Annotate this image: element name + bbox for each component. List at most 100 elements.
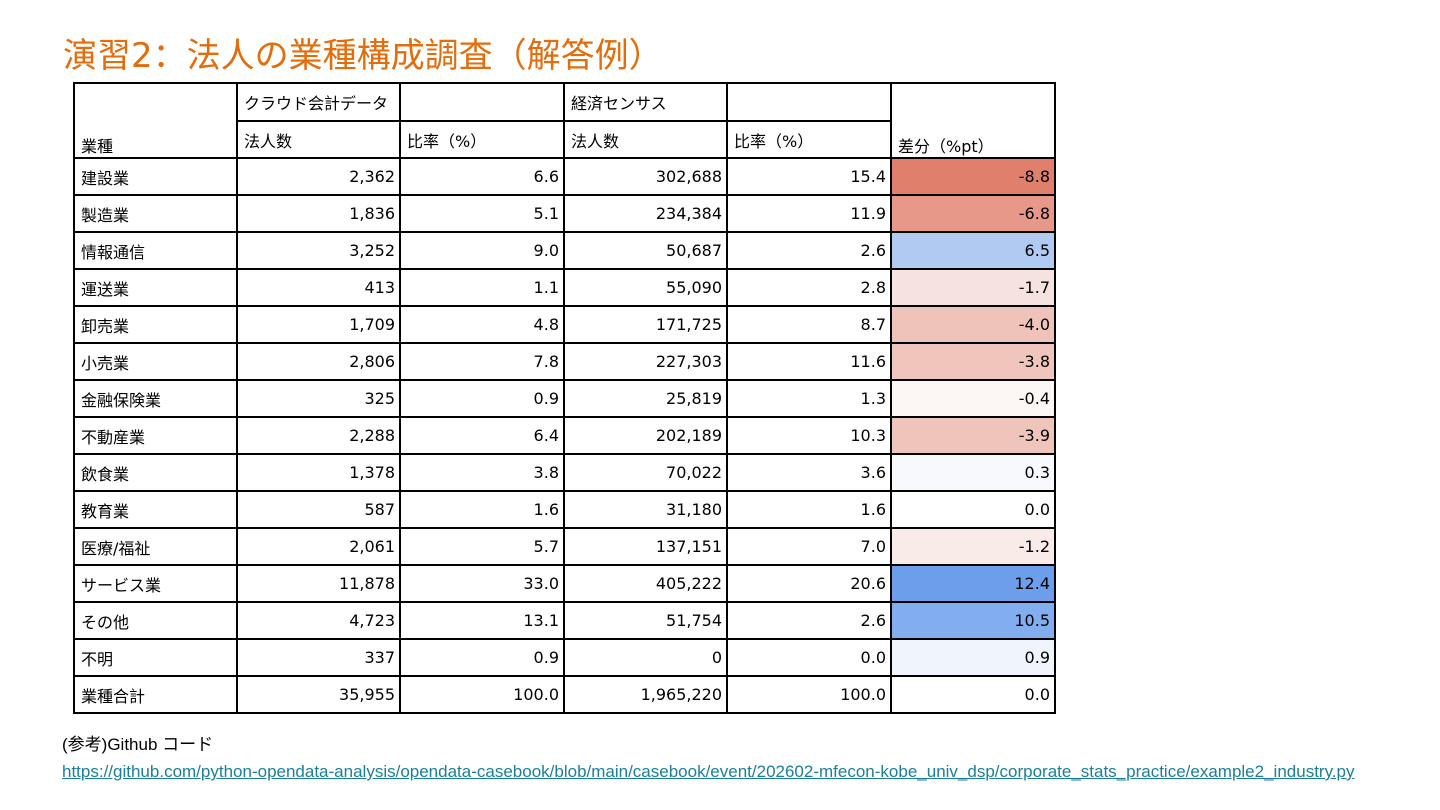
table-row: 業種合計 35,955 100.0 1,965,220 100.0 0.0 (73, 675, 1056, 714)
cell-industry: サービス業 (73, 564, 238, 603)
cell-diff: -3.9 (890, 416, 1056, 455)
table-row: 運送業 413 1.1 55,090 2.8 -1.7 (73, 268, 1056, 307)
cell-cloud-count: 1,836 (236, 194, 401, 233)
cell-cloud-ratio: 0.9 (399, 638, 565, 677)
cell-census-count: 51,754 (563, 601, 728, 640)
header-census-ratio: 比率（%） (726, 120, 892, 159)
cell-industry: 製造業 (73, 194, 238, 233)
cell-industry: 情報通信 (73, 231, 238, 270)
cell-diff: 0.9 (890, 638, 1056, 677)
cell-industry: 建設業 (73, 157, 238, 196)
cell-industry: 不動産業 (73, 416, 238, 455)
table-row: 建設業 2,362 6.6 302,688 15.4 -8.8 (73, 157, 1056, 196)
cell-industry: 卸売業 (73, 305, 238, 344)
cell-census-count: 70,022 (563, 453, 728, 492)
cell-cloud-ratio: 7.8 (399, 342, 565, 381)
cell-cloud-count: 2,061 (236, 527, 401, 566)
cell-census-count: 1,965,220 (563, 675, 728, 714)
cell-diff: -4.0 (890, 305, 1056, 344)
cell-industry: 教育業 (73, 490, 238, 529)
cell-cloud-ratio: 3.8 (399, 453, 565, 492)
header-cloud-count: 法人数 (236, 120, 401, 159)
cell-census-count: 202,189 (563, 416, 728, 455)
cell-census-ratio: 1.6 (726, 490, 892, 529)
cell-diff: 10.5 (890, 601, 1056, 640)
cell-census-ratio: 8.7 (726, 305, 892, 344)
cell-census-count: 227,303 (563, 342, 728, 381)
cell-industry: 不明 (73, 638, 238, 677)
cell-cloud-count: 4,723 (236, 601, 401, 640)
cell-diff: -3.8 (890, 342, 1056, 381)
header-row-group: クラウド会計データ 経済センサス (73, 82, 1056, 122)
cell-cloud-count: 2,362 (236, 157, 401, 196)
cell-cloud-ratio: 6.6 (399, 157, 565, 196)
cell-cloud-count: 11,878 (236, 564, 401, 603)
table-row: 金融保険業 325 0.9 25,819 1.3 -0.4 (73, 379, 1056, 418)
cell-diff: 12.4 (890, 564, 1056, 603)
cell-census-ratio: 11.6 (726, 342, 892, 381)
table-row: 飲食業 1,378 3.8 70,022 3.6 0.3 (73, 453, 1056, 492)
table-row: 製造業 1,836 5.1 234,384 11.9 -6.8 (73, 194, 1056, 233)
cell-census-count: 405,222 (563, 564, 728, 603)
cell-cloud-ratio: 4.8 (399, 305, 565, 344)
cell-census-ratio: 20.6 (726, 564, 892, 603)
cell-cloud-ratio: 6.4 (399, 416, 565, 455)
cell-cloud-count: 2,806 (236, 342, 401, 381)
cell-diff: 0.0 (890, 490, 1056, 529)
header-industry: 業種 (73, 121, 238, 159)
header-census-group-fill (727, 82, 892, 122)
reference-note: (参考)Github コード (62, 735, 214, 754)
table-row: 教育業 587 1.6 31,180 1.6 0.0 (73, 490, 1056, 529)
cell-industry: 金融保険業 (73, 379, 238, 418)
table-row: 医療/福祉 2,061 5.7 137,151 7.0 -1.2 (73, 527, 1056, 566)
cell-diff: -6.8 (890, 194, 1056, 233)
table-row: 情報通信 3,252 9.0 50,687 2.6 6.5 (73, 231, 1056, 270)
cell-cloud-count: 1,709 (236, 305, 401, 344)
cell-cloud-ratio: 100.0 (399, 675, 565, 714)
cell-cloud-ratio: 5.7 (399, 527, 565, 566)
cell-cloud-ratio: 33.0 (399, 564, 565, 603)
cell-diff: 6.5 (890, 231, 1056, 270)
cell-census-ratio: 2.6 (726, 601, 892, 640)
cell-diff: 0.3 (890, 453, 1056, 492)
cell-census-count: 55,090 (563, 268, 728, 307)
cell-cloud-count: 1,378 (236, 453, 401, 492)
cell-census-count: 0 (563, 638, 728, 677)
header-cloud-ratio: 比率（%） (399, 120, 565, 159)
cell-diff: -8.8 (890, 157, 1056, 196)
cell-census-ratio: 1.3 (726, 379, 892, 418)
cell-industry: 飲食業 (73, 453, 238, 492)
cell-census-ratio: 2.6 (726, 231, 892, 270)
cell-cloud-count: 2,288 (236, 416, 401, 455)
cell-census-ratio: 15.4 (726, 157, 892, 196)
cell-cloud-count: 413 (236, 268, 401, 307)
cell-cloud-ratio: 1.6 (399, 490, 565, 529)
cell-census-ratio: 7.0 (726, 527, 892, 566)
cell-cloud-ratio: 0.9 (399, 379, 565, 418)
header-census-group: 経済センサス (563, 82, 728, 122)
cell-cloud-count: 337 (236, 638, 401, 677)
cell-diff: -1.7 (890, 268, 1056, 307)
cell-census-ratio: 2.8 (726, 268, 892, 307)
cell-diff: -1.2 (890, 527, 1056, 566)
header-industry-top (73, 82, 238, 121)
cell-cloud-ratio: 1.1 (399, 268, 565, 307)
github-link[interactable]: https://github.com/python-opendata-analy… (62, 762, 1355, 781)
cell-census-count: 302,688 (563, 157, 728, 196)
table-row: その他 4,723 13.1 51,754 2.6 10.5 (73, 601, 1056, 640)
cell-census-count: 137,151 (563, 527, 728, 566)
cell-cloud-count: 35,955 (236, 675, 401, 714)
slide-title: 演習2：法人の業種構成調査（解答例） (63, 36, 663, 76)
table-row: 小売業 2,806 7.8 227,303 11.6 -3.8 (73, 342, 1056, 381)
cell-census-count: 50,687 (563, 231, 728, 270)
table-row: サービス業 11,878 33.0 405,222 20.6 12.4 (73, 564, 1056, 603)
cell-industry: 運送業 (73, 268, 238, 307)
cell-census-ratio: 11.9 (726, 194, 892, 233)
table-row: 不明 337 0.9 0 0.0 0.9 (73, 638, 1056, 677)
header-diff: 差分（%pt） (890, 121, 1056, 159)
header-census-count: 法人数 (563, 120, 728, 159)
cell-industry: 医療/福祉 (73, 527, 238, 566)
header-row-columns: 業種 法人数 比率（%） 法人数 比率（%） 差分（%pt） (73, 120, 1056, 159)
cell-diff: -0.4 (890, 379, 1056, 418)
